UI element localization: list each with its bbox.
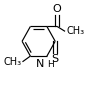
- Text: CH₃: CH₃: [66, 26, 84, 36]
- Text: S: S: [52, 54, 59, 64]
- Text: N: N: [36, 59, 45, 69]
- Text: O: O: [53, 4, 62, 14]
- Text: CH₃: CH₃: [4, 57, 22, 67]
- Text: H: H: [47, 60, 54, 69]
